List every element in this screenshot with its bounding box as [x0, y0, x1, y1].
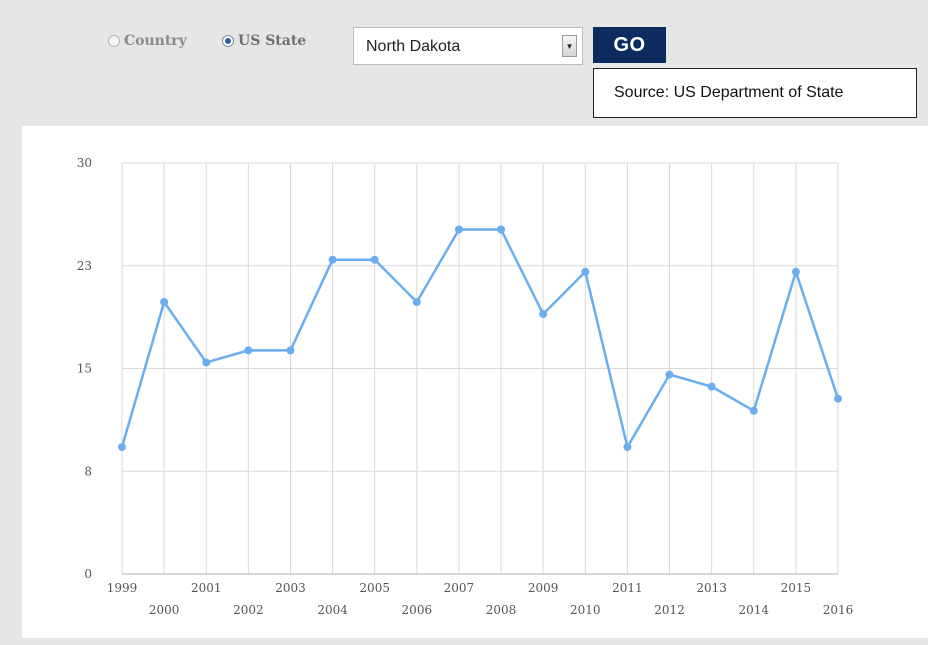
y-tick-label: 0 [84, 567, 92, 581]
x-tick-label: 2012 [654, 603, 685, 617]
y-tick-label: 23 [77, 259, 92, 273]
data-point [749, 406, 758, 415]
x-tick-label: 2004 [317, 603, 348, 617]
country-radio-option[interactable]: Country [108, 33, 187, 49]
data-point [454, 225, 463, 234]
x-tick-label: 2010 [570, 603, 601, 617]
data-point [370, 255, 379, 264]
data-point [118, 443, 126, 452]
data-point [202, 358, 211, 367]
x-tick-label: 1999 [107, 581, 138, 595]
x-tick-label: 2005 [359, 581, 390, 595]
y-tick-label: 8 [84, 464, 92, 478]
x-tick-label: 2006 [402, 603, 433, 617]
data-point [539, 310, 548, 319]
x-tick-label: 2008 [486, 603, 517, 617]
data-point [244, 346, 253, 355]
data-point [834, 394, 842, 403]
us-state-radio[interactable] [222, 35, 234, 47]
country-radio[interactable] [108, 35, 120, 47]
series-line [120, 228, 840, 449]
data-point [497, 225, 506, 234]
y-tick-label: 30 [77, 156, 92, 170]
chart-panel: 0 8 15 23 30 1999 2000 2001 2002 2003 2004 2005 2006… [22, 126, 928, 638]
data-point [623, 443, 632, 452]
data-point [160, 298, 169, 307]
x-tick-label: 2014 [738, 603, 769, 617]
chevron-down-icon[interactable]: ▼ [562, 35, 577, 57]
go-button[interactable]: GO [593, 27, 666, 63]
controls-bar: Country US State North Dakota ▼ GO Sourc… [0, 0, 928, 120]
data-point [707, 382, 716, 391]
x-tick-label: 2003 [275, 581, 306, 595]
data-point [328, 255, 337, 264]
x-tick-label: 2013 [696, 581, 727, 595]
x-tick-label: 2002 [233, 603, 264, 617]
state-select-value: North Dakota [366, 38, 461, 55]
us-state-radio-option[interactable]: US State [222, 33, 306, 49]
data-point [412, 298, 421, 307]
x-tick-label: 2015 [781, 581, 812, 595]
data-point [581, 267, 590, 276]
source-text: Source: US Department of State [614, 84, 844, 101]
x-tick-label: 2009 [528, 581, 559, 595]
data-point [791, 267, 800, 276]
line-chart: 0 8 15 23 30 1999 2000 2001 2002 2003 2004 2005 2006… [77, 156, 854, 617]
x-tick-label: 2007 [444, 581, 475, 595]
country-radio-label: Country [124, 33, 187, 49]
data-point [286, 346, 295, 355]
state-select[interactable]: North Dakota ▼ [353, 27, 583, 65]
source-note: Source: US Department of State [593, 68, 917, 118]
x-tick-label: 2016 [823, 603, 854, 617]
x-tick-label: 2001 [191, 581, 222, 595]
x-tick-label: 2000 [149, 603, 180, 617]
data-point [665, 370, 674, 379]
x-tick-label: 2011 [612, 581, 643, 595]
us-state-radio-label: US State [238, 33, 307, 49]
y-tick-label: 15 [77, 362, 92, 376]
